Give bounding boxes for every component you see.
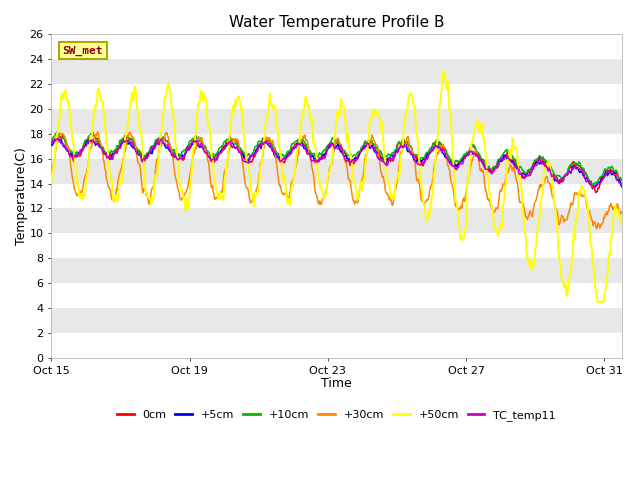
+5cm <box>412 158 419 164</box>
+5cm <box>54 135 62 141</box>
+50cm <box>439 68 447 74</box>
0cm <box>47 140 55 146</box>
Bar <box>51 233 621 258</box>
+50cm <box>618 223 625 228</box>
+30cm <box>618 210 625 216</box>
TC_temp11 <box>481 164 488 170</box>
+50cm <box>595 299 602 305</box>
Bar <box>51 133 621 158</box>
TC_temp11 <box>83 142 91 147</box>
+30cm <box>94 129 102 135</box>
TC_temp11 <box>54 136 61 142</box>
Bar <box>51 283 621 308</box>
+5cm <box>481 164 488 169</box>
+30cm <box>47 170 55 176</box>
Bar <box>51 258 621 283</box>
Line: 0cm: 0cm <box>51 132 621 192</box>
+50cm <box>394 174 401 180</box>
TC_temp11 <box>394 148 402 154</box>
Legend: 0cm, +5cm, +10cm, +30cm, +50cm, TC_temp11: 0cm, +5cm, +10cm, +30cm, +50cm, TC_temp1… <box>113 406 561 425</box>
+50cm <box>540 185 547 191</box>
Line: +30cm: +30cm <box>51 132 621 228</box>
0cm <box>83 138 90 144</box>
+10cm <box>618 178 625 183</box>
Bar <box>51 109 621 133</box>
0cm <box>380 156 387 161</box>
+10cm <box>394 140 402 146</box>
Line: +5cm: +5cm <box>51 138 621 187</box>
Bar <box>51 84 621 109</box>
Text: SW_met: SW_met <box>63 45 103 56</box>
0cm <box>412 155 419 160</box>
+30cm <box>394 169 402 175</box>
TC_temp11 <box>380 159 387 165</box>
TC_temp11 <box>540 161 547 167</box>
+30cm <box>593 226 600 231</box>
Bar <box>51 208 621 233</box>
+30cm <box>481 181 488 187</box>
TC_temp11 <box>47 142 55 147</box>
+50cm <box>83 176 90 181</box>
Y-axis label: Temperature(C): Temperature(C) <box>15 147 28 245</box>
X-axis label: Time: Time <box>321 377 352 390</box>
Bar <box>51 158 621 183</box>
Title: Water Temperature Profile B: Water Temperature Profile B <box>228 15 444 30</box>
+30cm <box>412 164 419 170</box>
Bar <box>51 308 621 333</box>
TC_temp11 <box>589 186 596 192</box>
0cm <box>481 161 488 167</box>
Line: +50cm: +50cm <box>51 71 621 302</box>
+10cm <box>481 158 488 164</box>
+50cm <box>411 103 419 108</box>
0cm <box>540 159 547 165</box>
+10cm <box>540 154 547 160</box>
0cm <box>89 130 97 135</box>
+10cm <box>47 137 55 143</box>
+5cm <box>47 143 55 148</box>
TC_temp11 <box>618 182 625 188</box>
+30cm <box>540 183 547 189</box>
0cm <box>592 190 600 195</box>
Bar <box>51 59 621 84</box>
+30cm <box>380 174 387 180</box>
Line: +10cm: +10cm <box>51 132 621 185</box>
+10cm <box>53 129 61 135</box>
+50cm <box>481 140 488 145</box>
+30cm <box>83 172 90 178</box>
TC_temp11 <box>412 159 419 165</box>
+5cm <box>618 184 625 190</box>
+5cm <box>380 156 387 162</box>
+5cm <box>394 146 402 152</box>
+10cm <box>83 137 91 143</box>
Line: TC_temp11: TC_temp11 <box>51 139 621 189</box>
Bar <box>51 34 621 59</box>
+10cm <box>380 156 387 161</box>
Bar <box>51 333 621 358</box>
0cm <box>394 140 402 146</box>
+50cm <box>379 128 387 134</box>
+5cm <box>83 138 91 144</box>
+5cm <box>591 184 599 190</box>
+10cm <box>589 182 596 188</box>
+10cm <box>412 153 419 158</box>
+5cm <box>540 160 547 166</box>
+50cm <box>47 180 55 186</box>
Bar <box>51 183 621 208</box>
0cm <box>618 181 625 187</box>
